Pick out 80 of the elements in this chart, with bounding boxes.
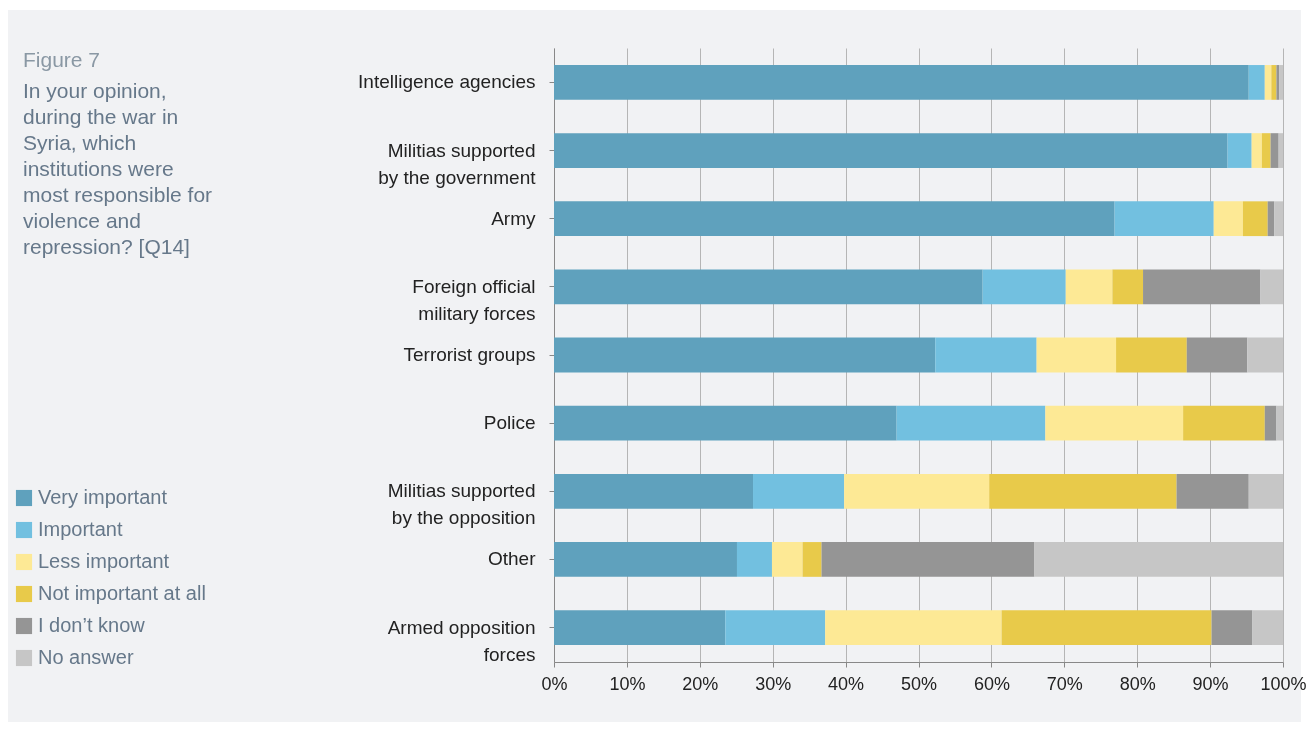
bar (753, 473, 845, 509)
bar (1264, 65, 1272, 100)
y-tick-label: Other (487, 548, 537, 570)
bar (1034, 542, 1283, 577)
bar (1264, 405, 1277, 441)
x-tick-label: 0% (541, 673, 568, 694)
y-tick-label: Police (483, 412, 536, 434)
bar (1271, 65, 1277, 100)
bar (982, 269, 1066, 305)
bar (1248, 65, 1265, 100)
x-tick-label: 80% (1119, 673, 1156, 694)
bar (1112, 269, 1144, 305)
bar (1248, 473, 1283, 509)
legend-label: No answer (38, 646, 134, 668)
bar (821, 542, 1035, 577)
x-tick-label: 60% (973, 673, 1010, 694)
bar (1270, 133, 1279, 168)
x-tick-label: 100% (1260, 673, 1307, 694)
bar (1176, 473, 1249, 509)
y-tick-label: Foreign official military forces (412, 275, 536, 324)
x-tick-label: 70% (1046, 673, 1083, 694)
bar (1183, 405, 1265, 441)
bar (1278, 133, 1283, 168)
bar (1143, 269, 1261, 305)
bar (1260, 269, 1283, 305)
bar (554, 201, 1115, 237)
bar (1251, 133, 1262, 168)
bar (1242, 201, 1268, 237)
bar (1116, 337, 1187, 373)
bar (989, 473, 1177, 509)
bar (1045, 405, 1184, 441)
bar (1001, 610, 1212, 645)
text: Figure 7 (23, 48, 101, 72)
legend-label: I don’t know (38, 614, 146, 636)
bar (896, 405, 1046, 441)
x-tick-label: 90% (1192, 673, 1229, 694)
bar (554, 65, 1249, 100)
bar (1274, 201, 1283, 237)
bar (554, 473, 754, 509)
bar (1267, 201, 1275, 237)
bar (1261, 133, 1271, 168)
text: In your opinion, during the war in Syria, which institutions were most responsible for violence and repression? [Q14] (23, 78, 213, 260)
bar (1213, 201, 1243, 237)
y-tick-label: Militias supported by the government (378, 139, 537, 188)
bar (1065, 269, 1113, 305)
bar (1036, 337, 1117, 373)
y-tick-label: Terrorist groups (403, 344, 536, 365)
bar (1186, 337, 1248, 373)
x-tick-label: 10% (609, 673, 646, 694)
y-tick-label: Army (491, 207, 536, 229)
x-tick-label: 40% (828, 673, 865, 694)
legend-label: Less important (38, 550, 170, 572)
bar (1276, 405, 1283, 441)
legend-label: Important (38, 518, 123, 540)
x-tick-label: 50% (900, 673, 938, 694)
bar (725, 610, 826, 645)
bar (554, 133, 1228, 168)
bar (1252, 610, 1283, 645)
bar (1114, 201, 1214, 237)
bar (1227, 133, 1252, 168)
bar (554, 405, 897, 441)
bar (771, 542, 803, 577)
y-tick-label: Intelligence agencies (358, 71, 536, 93)
bar (554, 610, 726, 645)
bar (844, 473, 990, 509)
bar (554, 269, 983, 305)
y-tick-label: Militias supported by the opposition (387, 480, 536, 529)
bar (736, 542, 772, 577)
bar (1247, 337, 1283, 373)
legend-label: Very important (38, 486, 168, 508)
bar (1211, 610, 1253, 645)
bar (802, 542, 822, 577)
bar (554, 337, 936, 373)
legend-label: Not important at all (38, 582, 206, 604)
bar (935, 337, 1037, 373)
bar (554, 542, 737, 577)
bar (825, 610, 1002, 645)
x-tick-label: 30% (755, 673, 792, 694)
y-tick-label: Armed opposition forces (387, 616, 536, 665)
x-tick-label: 20% (682, 673, 719, 694)
